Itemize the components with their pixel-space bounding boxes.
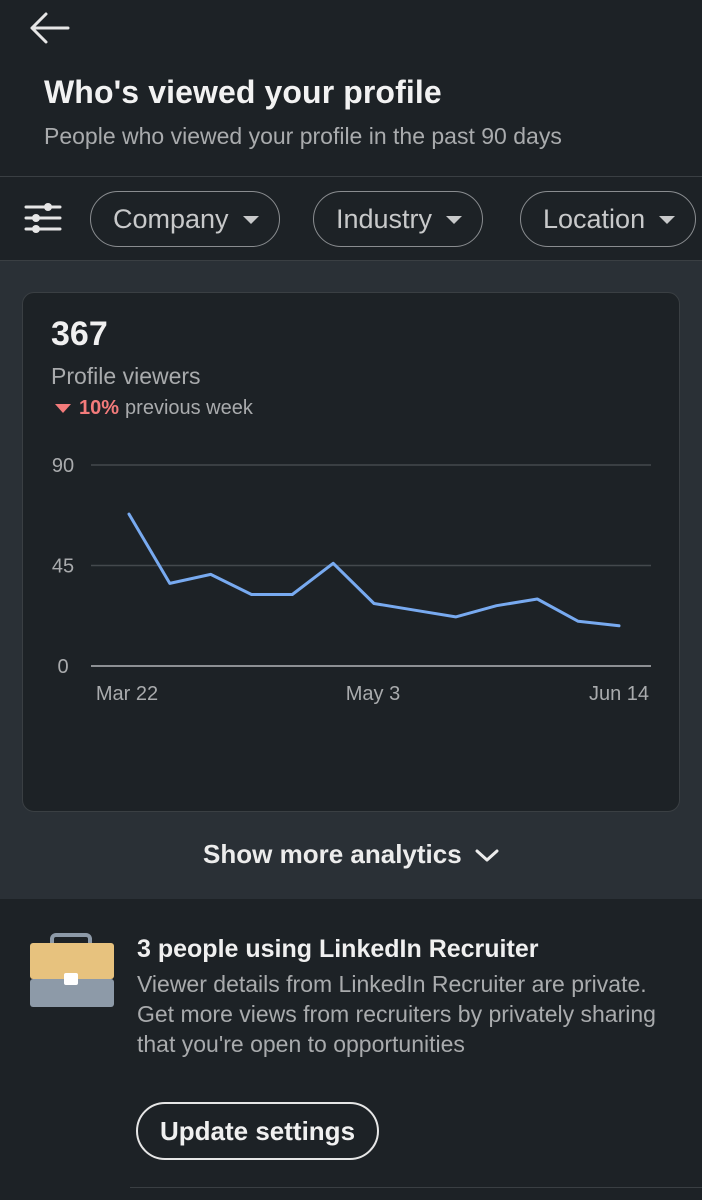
- caret-down-icon: [446, 216, 463, 224]
- header: Who's viewed your profile People who vie…: [0, 0, 702, 176]
- filter-label: Location: [543, 203, 646, 234]
- briefcase-icon: [30, 933, 114, 1007]
- page-subtitle: People who viewed your profile in the pa…: [44, 123, 562, 149]
- filter-location-button[interactable]: Location: [520, 191, 697, 247]
- recruiter-body: Viewer details from LinkedIn Recruiter a…: [137, 971, 656, 1057]
- x-tick-label: May 3: [346, 683, 400, 705]
- trend-indicator: 10% previous week: [55, 397, 253, 420]
- y-tick-label: 45: [52, 556, 74, 578]
- filter-industry-button[interactable]: Industry: [313, 191, 484, 247]
- update-settings-label: Update settings: [160, 1115, 356, 1146]
- analytics-section: 367 Profile viewers 10% previous week 90…: [0, 261, 702, 899]
- profile-viewers-card: 367 Profile viewers 10% previous week 90…: [22, 292, 680, 812]
- all-filters-button[interactable]: [24, 201, 62, 235]
- x-tick-label: Mar 22: [96, 683, 158, 705]
- filter-company-button[interactable]: Company: [90, 191, 280, 247]
- filter-bar: Company Industry Location: [0, 176, 702, 261]
- arrow-left-icon: [30, 12, 70, 44]
- chevron-down-icon: [475, 849, 499, 862]
- recruiter-section: 3 people using LinkedIn Recruiter Viewer…: [0, 899, 702, 1200]
- triangle-down-icon: [55, 404, 71, 413]
- sliders-icon: [24, 203, 62, 233]
- series-line: [127, 512, 621, 628]
- page-title: Who's viewed your profile: [44, 74, 442, 110]
- viewer-count-label: Profile viewers: [51, 363, 201, 389]
- back-button[interactable]: [22, 8, 78, 52]
- viewer-count: 367: [51, 315, 108, 353]
- caret-down-icon: [659, 216, 676, 224]
- x-tick-label: Jun 14: [589, 683, 649, 705]
- trend-percent: 10%: [79, 397, 120, 419]
- show-more-analytics-button[interactable]: Show more analytics: [0, 839, 702, 870]
- viewers-line-chart: 90 45 0 Mar 22 May 3 Jun 14: [52, 455, 651, 705]
- caret-down-icon: [242, 216, 259, 224]
- show-more-label: Show more analytics: [203, 839, 462, 869]
- filter-label: Company: [113, 203, 229, 234]
- y-tick-label: 90: [52, 455, 74, 477]
- recruiter-title: 3 people using LinkedIn Recruiter: [137, 935, 539, 963]
- filter-label: Industry: [336, 203, 433, 234]
- y-tick-label: 0: [57, 656, 68, 678]
- update-settings-button[interactable]: Update settings: [136, 1102, 380, 1160]
- divider: [130, 1187, 702, 1188]
- trend-text: previous week: [125, 397, 253, 419]
